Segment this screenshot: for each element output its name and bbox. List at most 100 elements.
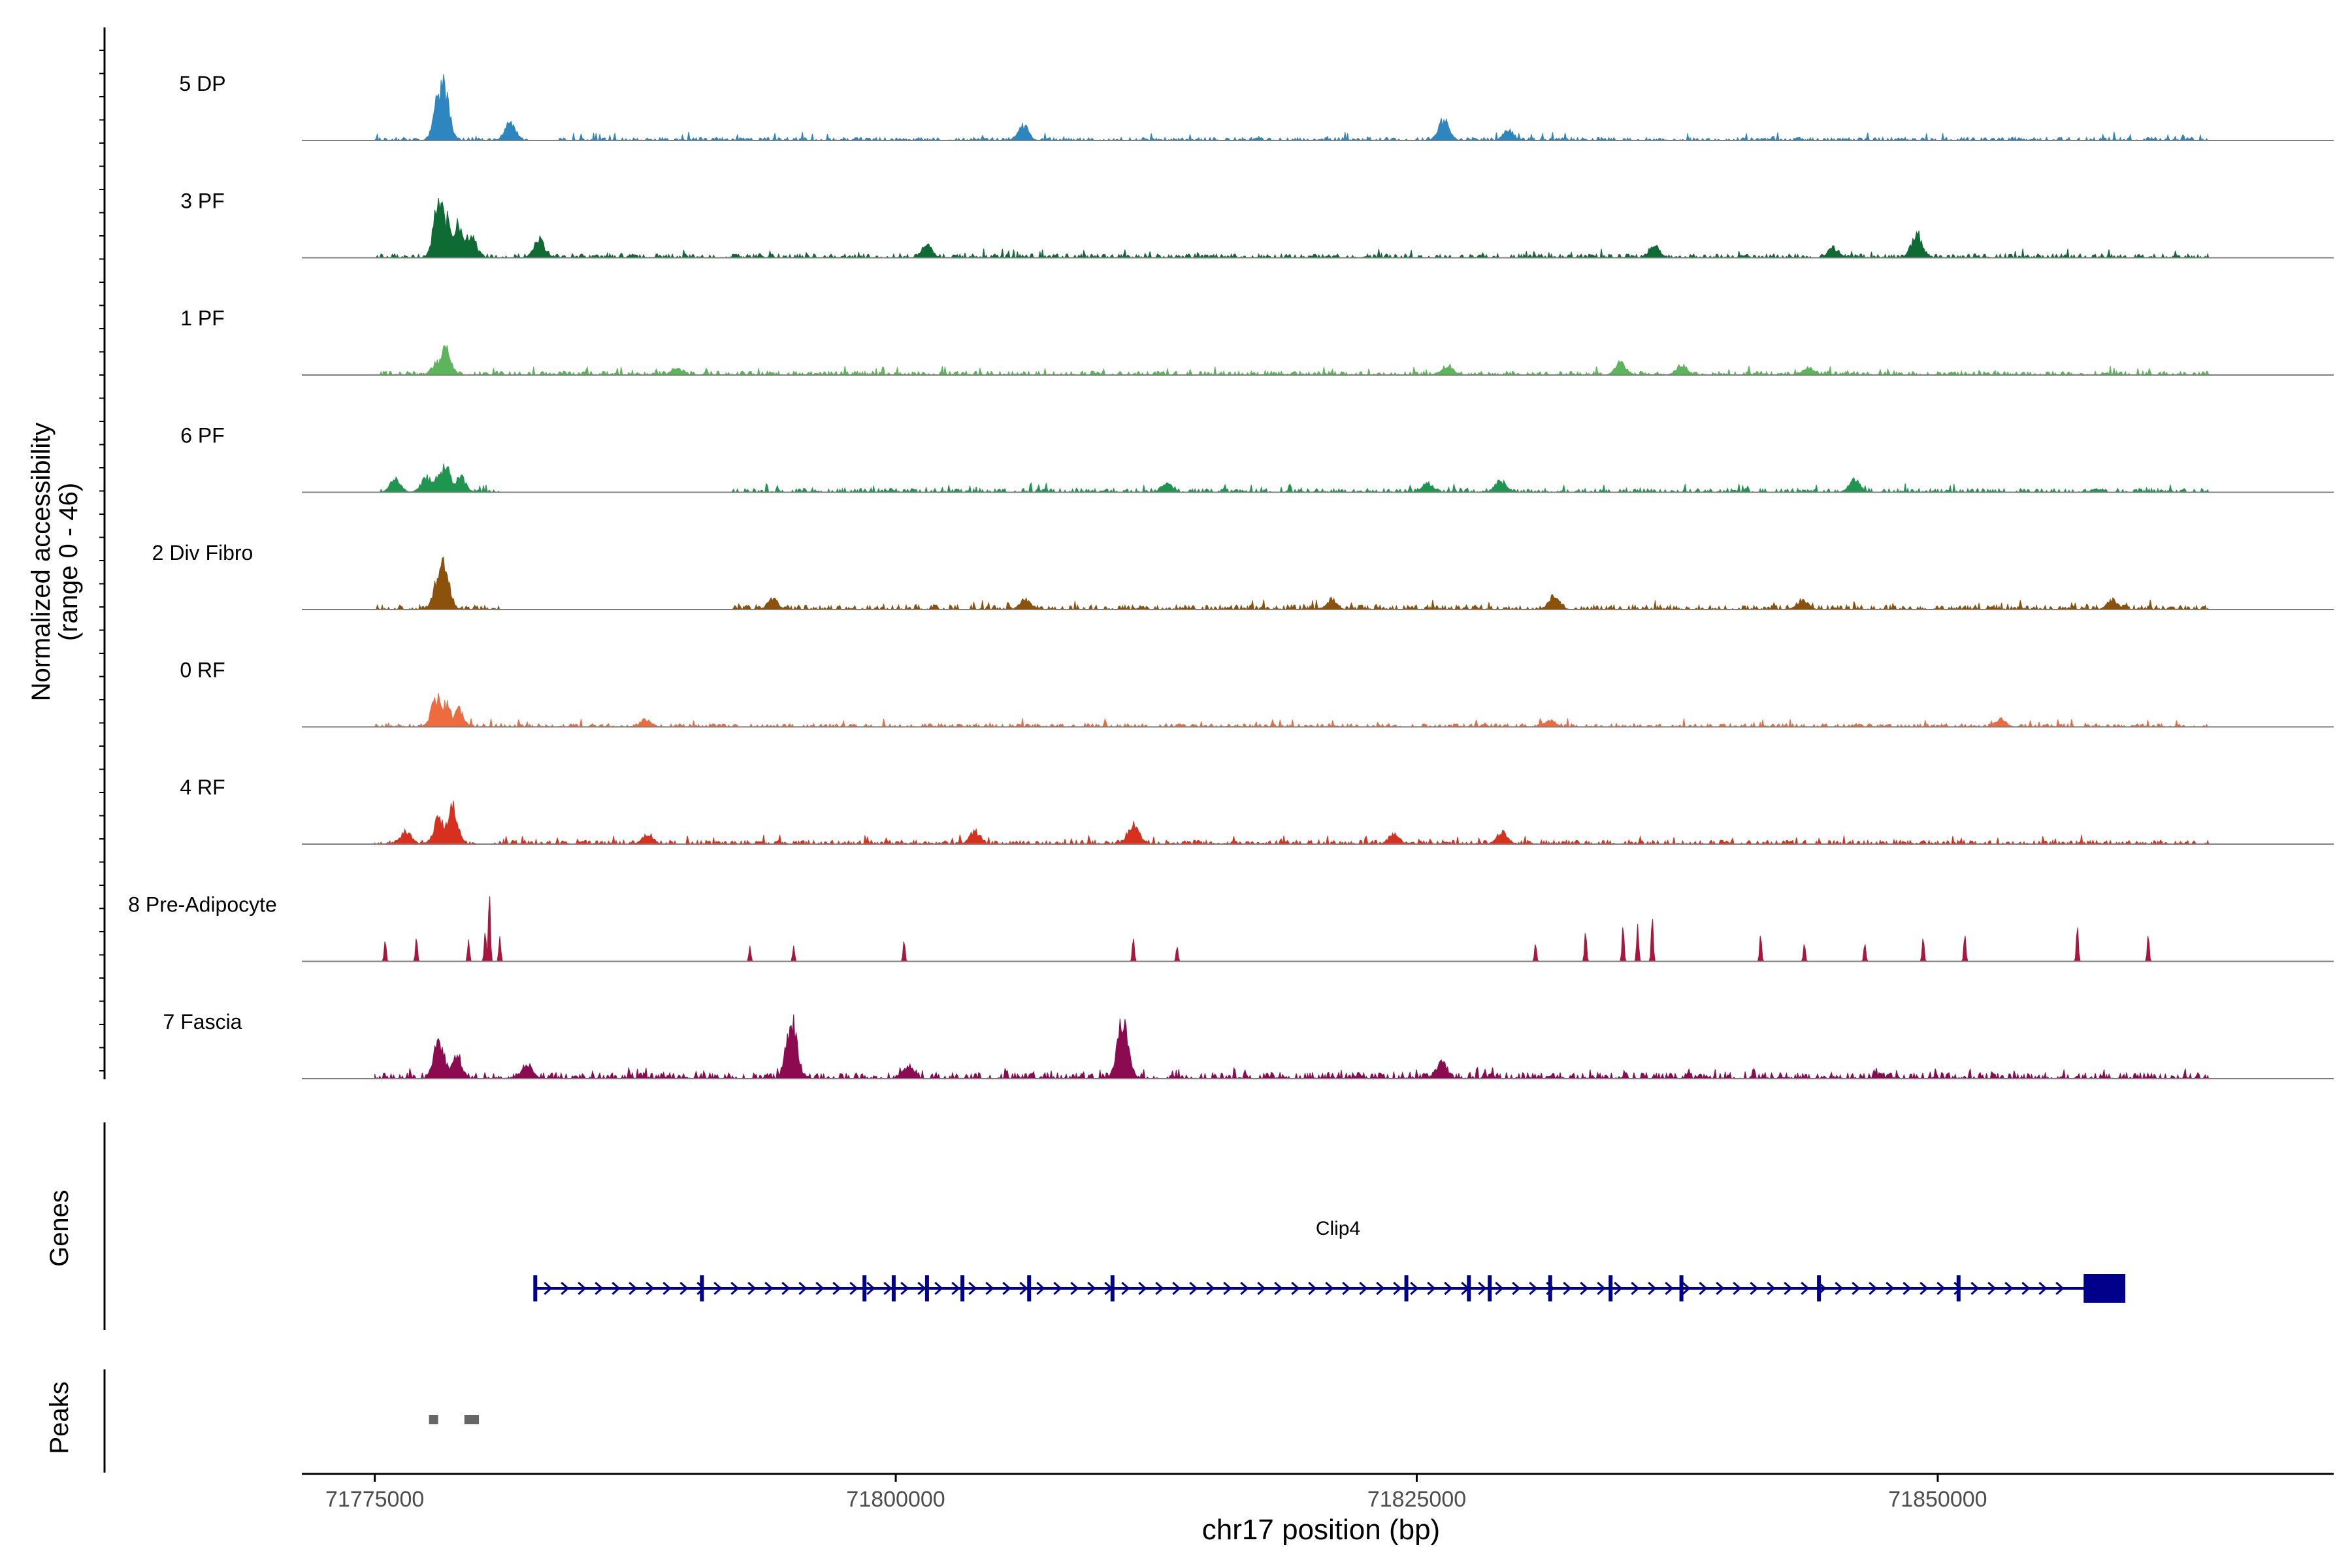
strand-chevron: [578, 1281, 587, 1296]
strand-chevron: [1478, 1281, 1487, 1296]
strand-chevron: [1172, 1281, 1181, 1296]
track-label: 7 Fascia: [163, 1010, 242, 1034]
strand-chevron: [713, 1281, 723, 1296]
strand-chevron: [612, 1281, 621, 1296]
gene-exon: [1404, 1275, 1409, 1301]
track-label: 1 PF: [180, 306, 225, 330]
strand-chevron: [1070, 1281, 1079, 1296]
strand-chevron: [798, 1281, 808, 1296]
strand-chevron: [1087, 1281, 1096, 1296]
strand-chevron: [1869, 1281, 1878, 1296]
gene-exon: [1488, 1275, 1492, 1301]
strand-chevron: [1325, 1281, 1334, 1296]
peak-region: [429, 1415, 438, 1424]
strand-chevron: [1597, 1281, 1606, 1296]
track-label: 3 PF: [180, 189, 225, 213]
strand-chevron: [1648, 1281, 1657, 1296]
gene-exon: [1027, 1275, 1032, 1301]
strand-chevron: [1835, 1281, 1844, 1296]
strand-chevron: [747, 1281, 757, 1296]
strand-chevron: [1342, 1281, 1351, 1296]
strand-chevron: [1189, 1281, 1198, 1296]
strand-chevron: [645, 1281, 655, 1296]
strand-chevron: [1002, 1281, 1011, 1296]
x-tick-label: 71825000: [1367, 1487, 1466, 1512]
track-6-pf: 6 PF: [180, 424, 2334, 494]
coverage-area: [374, 198, 2210, 259]
strand-chevron: [1308, 1281, 1317, 1296]
strand-chevron: [849, 1281, 858, 1296]
gene-name-label: Clip4: [1316, 1218, 1360, 1239]
strand-chevron: [866, 1281, 875, 1296]
strand-chevron: [1155, 1281, 1164, 1296]
peak-region: [464, 1415, 480, 1424]
strand-chevron: [951, 1281, 960, 1296]
strand-chevron: [1784, 1281, 1793, 1296]
strand-chevron: [1019, 1281, 1028, 1296]
strand-chevron: [561, 1281, 570, 1296]
genes-panel: [103, 1122, 2126, 1330]
x-tick-label: 71800000: [846, 1487, 945, 1512]
strand-chevron: [815, 1281, 825, 1296]
strand-chevron: [1970, 1281, 1980, 1296]
gene-exon: [533, 1275, 538, 1301]
strand-chevron: [1427, 1281, 1436, 1296]
coverage-tracks: 5 DP 3 PF 1 PF 6 PF 2 Div Fibro 0 RF 4 RF 8 Pre…: [128, 72, 2334, 1080]
strand-chevron: [1801, 1281, 1810, 1296]
strand-chevron: [1614, 1281, 1623, 1296]
strand-chevron: [1376, 1281, 1385, 1296]
strand-chevron: [1206, 1281, 1215, 1296]
gene-exon: [1679, 1275, 1684, 1301]
strand-chevron: [1682, 1281, 1691, 1296]
track-label: 4 RF: [180, 776, 225, 799]
strand-chevron: [1291, 1281, 1300, 1296]
peaks-panel-label: Peaks: [45, 1381, 74, 1454]
strand-chevron: [1750, 1281, 1759, 1296]
strand-chevron: [883, 1281, 892, 1296]
y-axis-label-line1: Normalized accessibility: [27, 423, 56, 702]
gene-exon: [1548, 1275, 1552, 1301]
gene-exon: [700, 1275, 704, 1301]
gene-exon: [1110, 1275, 1115, 1301]
strand-chevron: [985, 1281, 994, 1296]
strand-chevron: [1036, 1281, 1045, 1296]
coverage-area: [374, 800, 2210, 845]
strand-chevron: [1529, 1281, 1538, 1296]
gene-exon: [1609, 1275, 1613, 1301]
strand-chevron: [917, 1281, 926, 1296]
track-label: 0 RF: [180, 659, 225, 682]
gene-exon: [1467, 1275, 1471, 1301]
strand-chevron: [1903, 1281, 1912, 1296]
track-label: 8 Pre-Adipocyte: [128, 893, 277, 917]
strand-chevron: [1936, 1281, 1946, 1296]
strand-chevron: [1274, 1281, 1283, 1296]
strand-chevron: [968, 1281, 977, 1296]
track-7-fascia: 7 Fascia: [163, 1010, 2334, 1080]
gene-exon: [1956, 1275, 1961, 1301]
x-axis: 71775000 71800000 71825000 71850000: [302, 1473, 2334, 1512]
strand-chevron: [544, 1281, 553, 1296]
coverage-area: [374, 1014, 2210, 1080]
strand-chevron: [1716, 1281, 1725, 1296]
strand-chevron: [934, 1281, 943, 1296]
strand-chevron: [1919, 1281, 1929, 1296]
track-4-rf: 4 RF: [180, 776, 2334, 845]
strand-chevron: [1257, 1281, 1266, 1296]
track-label: 5 DP: [179, 72, 225, 95]
track-0-rf: 0 RF: [180, 659, 2334, 728]
strand-chevron: [1138, 1281, 1147, 1296]
strand-chevron: [832, 1281, 841, 1296]
peaks-panel: [103, 1369, 480, 1473]
strand-chevron: [1393, 1281, 1402, 1296]
strand-chevron: [1410, 1281, 1419, 1296]
x-tick-label: 71775000: [325, 1487, 424, 1512]
strand-chevron: [781, 1281, 791, 1296]
track-label: 6 PF: [180, 424, 225, 448]
strand-chevron: [679, 1281, 689, 1296]
x-tick-label: 71850000: [1888, 1487, 1987, 1512]
strand-chevron: [1699, 1281, 1708, 1296]
strand-chevron: [1444, 1281, 1453, 1296]
track-5-dp: 5 DP: [179, 72, 2334, 142]
coverage-area: [374, 557, 2210, 611]
x-axis-label: chr17 position (bp): [1202, 1514, 1440, 1546]
